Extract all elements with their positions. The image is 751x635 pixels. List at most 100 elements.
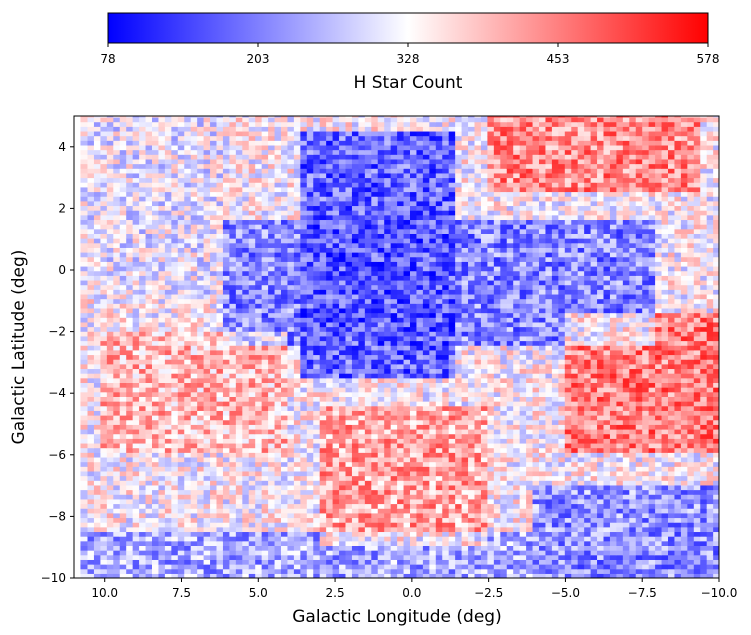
heatmap-cell bbox=[706, 349, 714, 356]
heatmap-cell bbox=[235, 373, 243, 379]
heatmap-cell bbox=[428, 545, 436, 551]
heatmap-cell bbox=[319, 405, 327, 411]
heatmap-cell bbox=[299, 475, 307, 481]
heatmap-cell bbox=[641, 550, 649, 556]
heatmap-cell bbox=[480, 559, 488, 565]
heatmap-cell bbox=[157, 447, 165, 453]
heatmap-cell bbox=[551, 564, 559, 570]
heatmap-cell bbox=[228, 522, 236, 528]
heatmap-cell bbox=[196, 489, 204, 495]
heatmap-cell bbox=[299, 447, 307, 453]
heatmap-cell bbox=[325, 456, 333, 463]
heatmap-cell bbox=[415, 545, 423, 551]
heatmap-cell bbox=[125, 419, 133, 425]
heatmap-cell bbox=[222, 452, 230, 458]
heatmap-cell bbox=[622, 531, 630, 537]
heatmap-cell bbox=[261, 377, 269, 384]
heatmap-cell bbox=[673, 410, 681, 416]
heatmap-cell bbox=[480, 363, 488, 370]
heatmap-cell bbox=[93, 345, 101, 351]
heatmap-cell bbox=[699, 424, 707, 430]
heatmap-cell bbox=[673, 428, 681, 435]
heatmap-cell bbox=[396, 396, 404, 402]
heatmap-cell bbox=[248, 536, 256, 542]
heatmap-cell bbox=[86, 554, 94, 560]
heatmap-cell bbox=[390, 461, 398, 467]
heatmap-cell bbox=[557, 391, 565, 397]
heatmap-cell bbox=[364, 373, 372, 379]
heatmap-cell bbox=[441, 494, 449, 500]
heatmap-cell bbox=[203, 447, 211, 453]
heatmap-cell bbox=[80, 456, 88, 463]
heatmap-cell bbox=[486, 461, 494, 467]
heatmap-cell bbox=[280, 503, 288, 509]
heatmap-cell bbox=[99, 391, 107, 397]
heatmap-cell bbox=[519, 512, 527, 519]
heatmap-cell bbox=[673, 382, 681, 388]
heatmap-cell bbox=[106, 466, 114, 472]
heatmap-cell bbox=[280, 433, 288, 439]
heatmap-cell bbox=[673, 508, 681, 514]
heatmap-cell bbox=[609, 391, 617, 397]
heatmap-cell bbox=[641, 401, 649, 407]
heatmap-cell bbox=[299, 522, 307, 528]
heatmap-cell bbox=[544, 503, 552, 509]
heatmap-cell bbox=[648, 498, 656, 505]
heatmap-cell bbox=[319, 512, 327, 519]
heatmap-cell bbox=[480, 396, 488, 402]
heatmap-cell bbox=[299, 349, 307, 356]
heatmap-cell bbox=[519, 456, 527, 463]
heatmap-cell bbox=[203, 401, 211, 407]
heatmap-cell bbox=[383, 354, 391, 360]
heatmap-cell bbox=[415, 438, 423, 444]
heatmap-cell bbox=[473, 447, 481, 453]
heatmap-cell bbox=[706, 461, 714, 467]
heatmap-cell bbox=[583, 498, 591, 505]
heatmap-cell bbox=[602, 438, 610, 444]
heatmap-cell bbox=[383, 494, 391, 500]
heatmap-cell bbox=[157, 550, 165, 556]
heatmap-cell bbox=[667, 442, 675, 449]
heatmap-cell bbox=[119, 359, 127, 365]
heatmap-cell bbox=[551, 461, 559, 467]
heatmap-cell bbox=[686, 396, 694, 402]
heatmap-cell bbox=[473, 428, 481, 435]
heatmap-cell bbox=[125, 424, 133, 430]
heatmap-cell bbox=[351, 470, 359, 477]
heatmap-cell bbox=[80, 452, 88, 458]
heatmap-cell bbox=[590, 559, 598, 565]
heatmap-cell bbox=[493, 480, 501, 486]
heatmap-cell bbox=[486, 489, 494, 495]
heatmap-cell bbox=[686, 531, 694, 537]
heatmap-cell bbox=[551, 503, 559, 509]
heatmap-cell bbox=[215, 545, 223, 551]
heatmap-cell bbox=[177, 470, 185, 477]
heatmap-cell bbox=[222, 354, 230, 360]
heatmap-cell bbox=[448, 564, 456, 570]
heatmap-cell bbox=[486, 522, 494, 528]
heatmap-cell bbox=[506, 564, 514, 570]
heatmap-cell bbox=[396, 503, 404, 509]
heatmap-cell bbox=[144, 405, 152, 411]
heatmap-cell bbox=[570, 424, 578, 430]
heatmap-cell bbox=[499, 568, 507, 574]
heatmap-cell bbox=[693, 438, 701, 444]
heatmap-cell bbox=[144, 545, 152, 551]
heatmap-cell bbox=[699, 461, 707, 467]
heatmap-cell bbox=[493, 373, 501, 379]
heatmap-cell bbox=[551, 368, 559, 374]
heatmap-cell bbox=[344, 401, 352, 407]
heatmap-cell bbox=[686, 568, 694, 574]
heatmap-cell bbox=[428, 391, 436, 397]
heatmap-cell bbox=[486, 480, 494, 486]
heatmap-cell bbox=[370, 345, 378, 351]
heatmap-cell bbox=[615, 433, 623, 439]
heatmap-cell bbox=[648, 550, 656, 556]
heatmap-cell bbox=[577, 424, 585, 430]
heatmap-cell bbox=[215, 470, 223, 477]
heatmap-cell bbox=[319, 354, 327, 360]
heatmap-cell bbox=[519, 536, 527, 542]
heatmap-cell bbox=[648, 428, 656, 435]
heatmap-cell bbox=[267, 438, 275, 444]
heatmap-cell bbox=[635, 410, 643, 416]
